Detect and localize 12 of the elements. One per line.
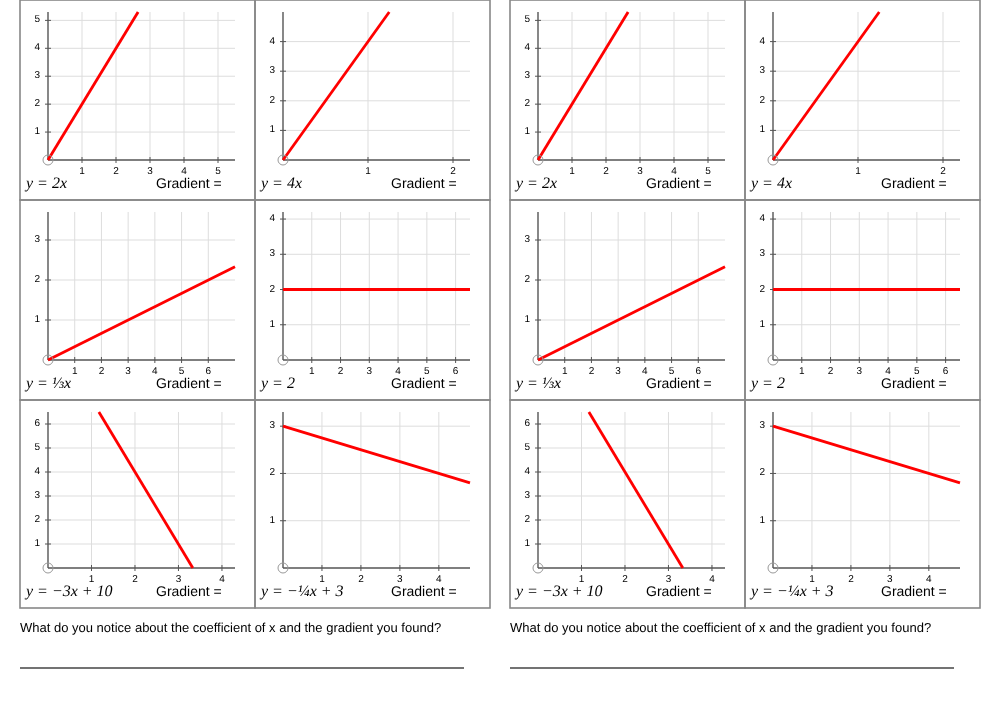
text: y = −¼x + 3 [749,582,834,600]
text: y = 4x [259,174,303,192]
text: y = −3x + 10 [514,582,603,600]
text: y = −3x + 10 [24,582,113,600]
text: y = ⅓x [514,374,562,392]
text: y = 2x [24,174,68,192]
text: y = 2 [749,374,785,392]
text: y = 4x [749,174,793,192]
text: y = ⅓x [24,374,72,392]
text: y = −¼x + 3 [259,582,344,600]
text: y = 2x [514,174,558,192]
text: y = 2 [259,374,295,392]
